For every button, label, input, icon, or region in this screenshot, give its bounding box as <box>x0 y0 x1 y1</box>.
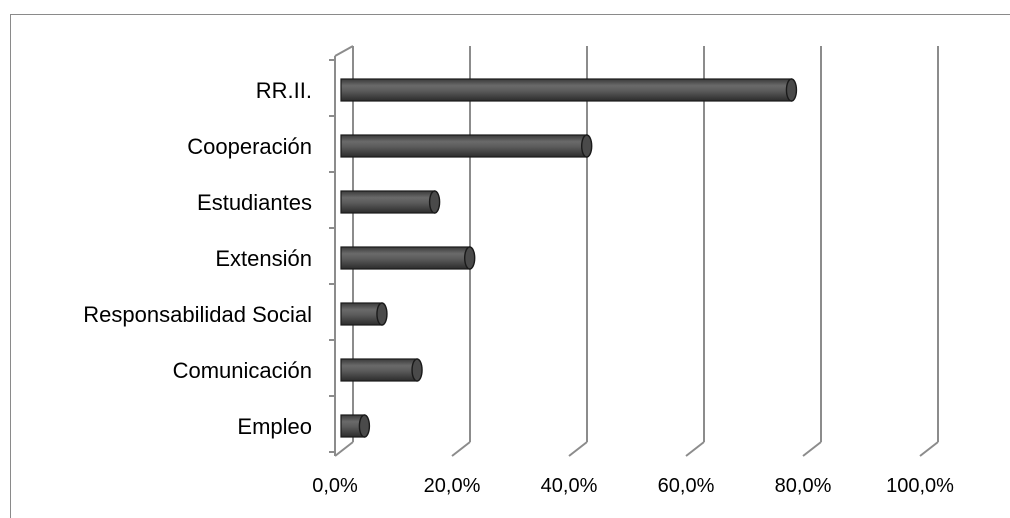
x-tick-label: 60,0% <box>658 475 715 497</box>
floor-line <box>568 441 588 457</box>
bar-cap <box>411 358 423 382</box>
floor-line <box>451 441 471 457</box>
x-tick-label: 40,0% <box>541 475 598 497</box>
chart-frame <box>10 14 1010 518</box>
bar-cap <box>428 190 441 214</box>
grid-layer <box>329 45 939 457</box>
category-label: RR.II. <box>256 78 312 103</box>
bar <box>340 190 436 214</box>
bar <box>340 78 793 102</box>
floor-line <box>685 441 705 457</box>
bar-cap <box>358 414 371 438</box>
floor-line <box>334 441 354 457</box>
bar-cap <box>785 78 798 102</box>
bars-layer <box>340 78 798 438</box>
labels-layer: 0,0% 20,0% 40,0% 60,0% 80,0% 100,0% RR.II. Coop… <box>83 78 954 497</box>
bar <box>340 302 383 326</box>
category-label: Cooperación <box>187 134 312 159</box>
axis-top-edge <box>334 45 354 57</box>
x-tick-label: 20,0% <box>424 475 481 497</box>
bar-cap <box>376 302 388 326</box>
x-tick-label: 80,0% <box>775 475 832 497</box>
x-tick-label: 100,0% <box>886 475 954 497</box>
category-label: Responsabilidad Social <box>83 302 312 327</box>
category-label: Extensión <box>215 246 312 271</box>
category-label: Estudiantes <box>197 190 312 215</box>
x-tick-label: 0,0% <box>312 475 358 497</box>
floor-line <box>919 441 939 457</box>
bar-cap <box>581 134 593 158</box>
bar <box>340 246 471 270</box>
bar <box>340 134 588 158</box>
floor-line <box>802 441 822 457</box>
category-label: Empleo <box>237 414 312 439</box>
bar-cap <box>464 246 476 270</box>
bar <box>340 358 418 382</box>
category-label: Comunicación <box>173 358 312 383</box>
